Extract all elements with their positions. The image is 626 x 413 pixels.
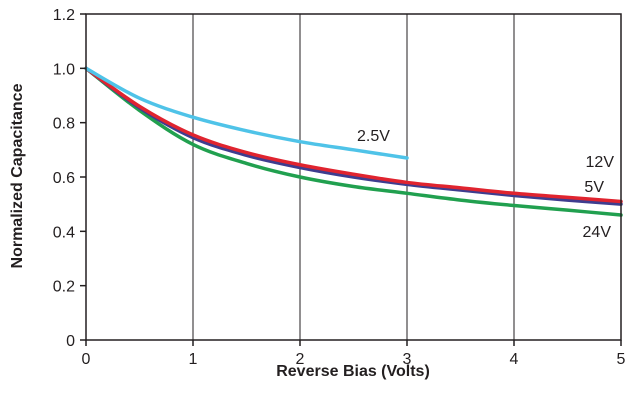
series-line-5v [84,66,623,206]
y-axis-title: Normalized Capacitance [9,83,26,268]
x-tick-label: 4 [510,351,519,368]
y-tick-label: 0.4 [53,224,75,241]
axis-ticks [80,13,622,346]
x-tick-labels: 0 1 2 3 4 5 [82,351,626,368]
y-tick-label: 1.2 [53,7,75,24]
x-axis-title: Reverse Bias (Volts) [276,363,430,380]
series-line-2-5v [84,66,409,160]
y-tick-label: 0 [66,333,75,350]
y-tick-labels: 0 0.2 0.4 0.6 0.8 1.0 1.2 [53,7,75,350]
series-label-2-5v: 2.5V [357,128,390,145]
y-tick-label: 0.2 [53,279,75,296]
x-tick-label: 3 [403,351,412,368]
series-lines [84,66,623,217]
series-labels: 2.5V 12V 5V 24V [357,128,614,241]
y-tick-label: 0.8 [53,116,75,133]
series-line-24v [84,66,623,217]
x-tick-label: 0 [82,351,91,368]
x-tick-label: 1 [189,351,198,368]
series-label-5v: 5V [584,179,604,196]
series-label-12v: 12V [586,154,615,171]
series-label-24v: 24V [583,224,612,241]
x-tick-label: 2 [296,351,305,368]
y-tick-label: 0.6 [53,170,75,187]
series-line-12v [84,66,623,204]
y-tick-label: 1.0 [53,61,75,78]
grid [192,14,515,340]
x-tick-label: 5 [617,351,626,368]
